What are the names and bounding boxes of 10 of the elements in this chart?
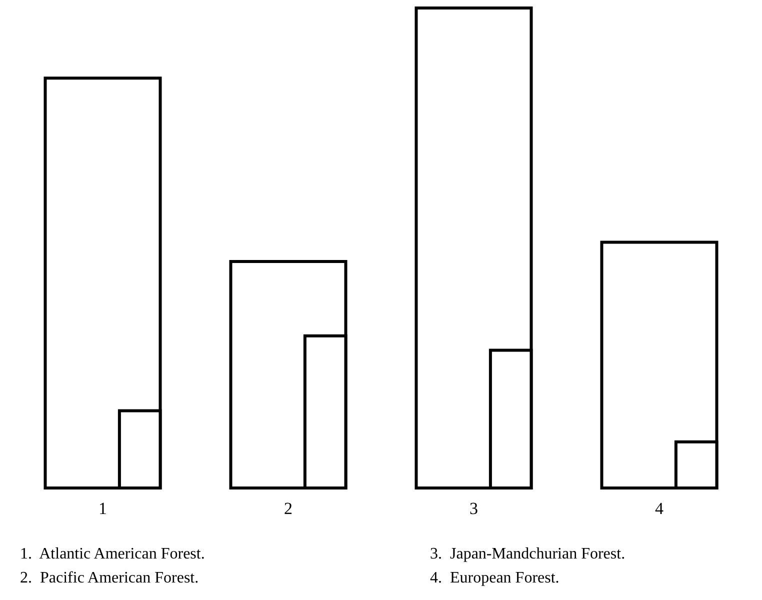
bar [44, 76, 162, 490]
x-tick-label: 1 [98, 499, 107, 518]
x-tick-label: 2 [284, 499, 292, 518]
text: 3. Japan-Mandchurian Forest. [430, 546, 626, 562]
x-tick-label: 3 [470, 499, 478, 518]
x-tick-label: 4 [655, 499, 664, 518]
bar [600, 240, 718, 490]
text: 4. European Forest. [430, 570, 560, 586]
text: 2. Pacific American Forest. [20, 570, 199, 586]
text: 1. Atlantic American Forest. [20, 546, 205, 562]
